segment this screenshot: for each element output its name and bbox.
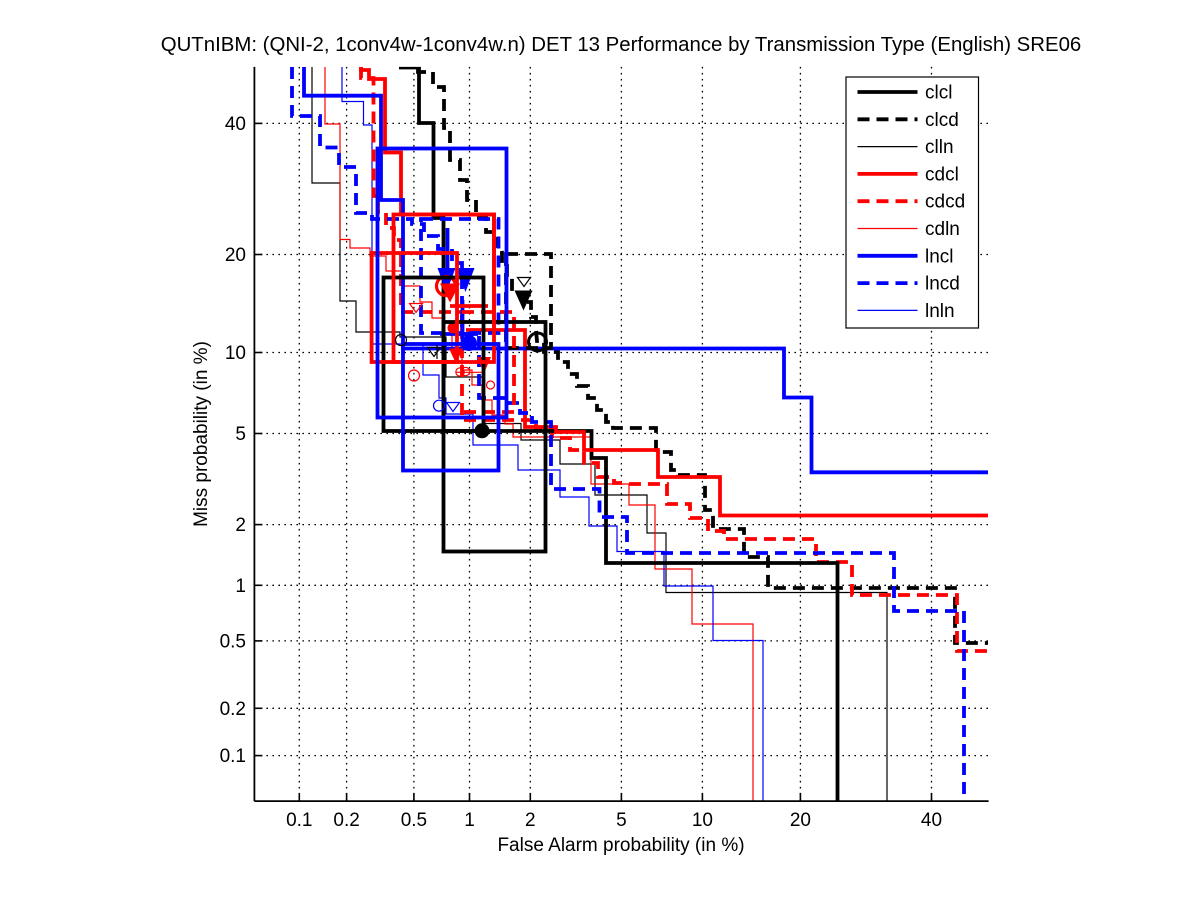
svg-text:clcl: clcl <box>925 83 952 104</box>
svg-text:cdcd: cdcd <box>925 192 965 213</box>
svg-text:clln: clln <box>925 137 954 158</box>
svg-text:10: 10 <box>225 343 246 364</box>
svg-text:0.2: 0.2 <box>333 810 359 831</box>
svg-text:1: 1 <box>464 810 475 831</box>
svg-text:10: 10 <box>692 810 713 831</box>
svg-text:lncd: lncd <box>925 274 960 295</box>
svg-text:0.2: 0.2 <box>220 699 246 720</box>
svg-text:20: 20 <box>790 810 811 831</box>
svg-text:False Alarm probability (in %): False Alarm probability (in %) <box>497 835 744 856</box>
svg-text:0.1: 0.1 <box>220 746 246 767</box>
svg-text:lncl: lncl <box>925 246 954 267</box>
svg-text:0.5: 0.5 <box>401 810 427 831</box>
svg-text:Miss probability (in %): Miss probability (in %) <box>191 341 212 527</box>
svg-text:clcd: clcd <box>925 110 959 131</box>
svg-text:40: 40 <box>225 114 246 135</box>
svg-text:1: 1 <box>235 576 246 597</box>
svg-text:40: 40 <box>921 810 942 831</box>
svg-text:5: 5 <box>235 424 246 445</box>
svg-text:20: 20 <box>225 245 246 266</box>
svg-text:2: 2 <box>525 810 536 831</box>
svg-text:lnln: lnln <box>925 301 955 322</box>
svg-text:QUTnIBM: (QNI-2, 1conv4w-1conv: QUTnIBM: (QNI-2, 1conv4w-1conv4w.n) DET … <box>161 34 1082 56</box>
svg-text:cdcl: cdcl <box>925 164 959 185</box>
svg-text:0.5: 0.5 <box>220 631 246 652</box>
svg-text:2: 2 <box>235 515 246 536</box>
svg-text:cdln: cdln <box>925 219 960 240</box>
svg-text:0.1: 0.1 <box>286 810 312 831</box>
svg-text:5: 5 <box>616 810 627 831</box>
